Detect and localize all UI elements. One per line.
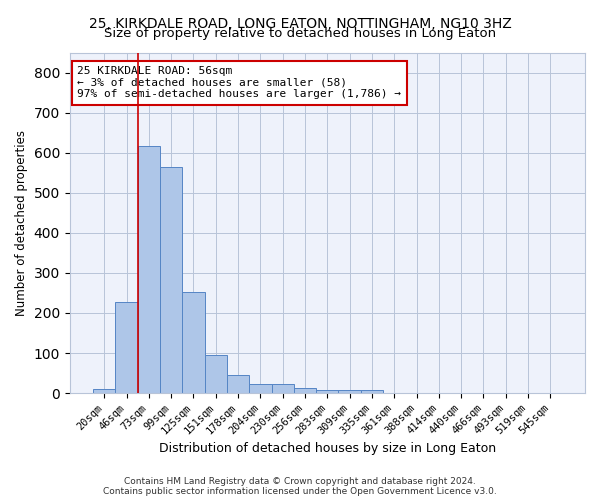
Bar bbox=[294, 388, 316, 393]
Bar bbox=[160, 166, 182, 393]
Text: Contains HM Land Registry data © Crown copyright and database right 2024.
Contai: Contains HM Land Registry data © Crown c… bbox=[103, 476, 497, 496]
Y-axis label: Number of detached properties: Number of detached properties bbox=[15, 130, 28, 316]
Bar bbox=[182, 292, 205, 393]
Bar bbox=[115, 302, 137, 393]
Bar bbox=[137, 146, 160, 393]
Bar bbox=[272, 384, 294, 393]
Bar bbox=[361, 390, 383, 393]
Bar bbox=[249, 384, 272, 393]
Bar bbox=[205, 355, 227, 393]
Text: 25 KIRKDALE ROAD: 56sqm
← 3% of detached houses are smaller (58)
97% of semi-det: 25 KIRKDALE ROAD: 56sqm ← 3% of detached… bbox=[77, 66, 401, 100]
Bar bbox=[93, 389, 115, 393]
Bar bbox=[338, 390, 361, 393]
Bar bbox=[227, 374, 249, 393]
Text: 25, KIRKDALE ROAD, LONG EATON, NOTTINGHAM, NG10 3HZ: 25, KIRKDALE ROAD, LONG EATON, NOTTINGHA… bbox=[89, 18, 511, 32]
X-axis label: Distribution of detached houses by size in Long Eaton: Distribution of detached houses by size … bbox=[159, 442, 496, 455]
Bar bbox=[316, 390, 338, 393]
Text: Size of property relative to detached houses in Long Eaton: Size of property relative to detached ho… bbox=[104, 28, 496, 40]
